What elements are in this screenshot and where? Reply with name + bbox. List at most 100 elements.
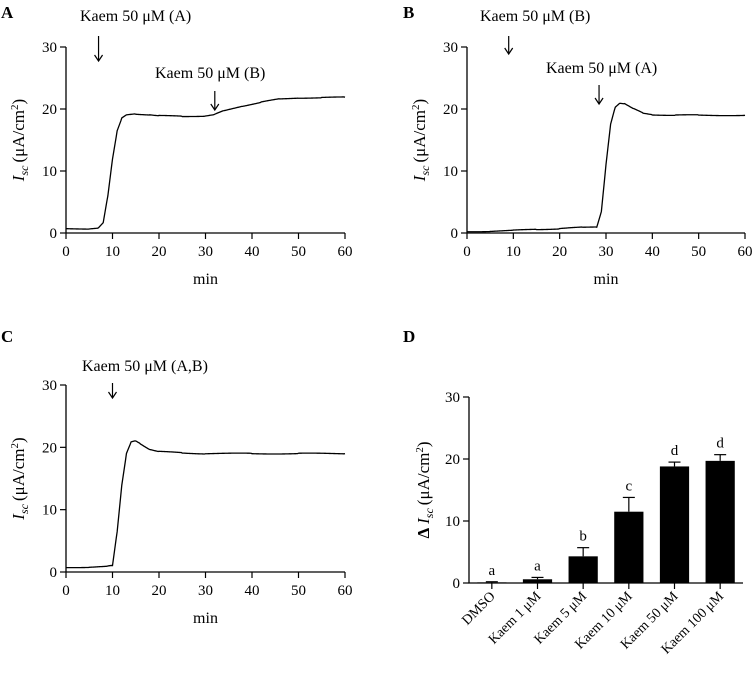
y-tick-label: 0 [50, 565, 58, 581]
y-tick-label: 0 [453, 576, 461, 592]
x-tick-label: 30 [198, 583, 213, 599]
x-tick-label: 0 [463, 244, 471, 260]
annotation-label: Kaem 50 μM (A) [546, 60, 657, 77]
annotation-label: Kaem 50 μM (B) [480, 8, 590, 25]
significance-letter: a [534, 558, 541, 574]
y-label-subscript: sc [422, 508, 436, 519]
x-tick-label: 40 [645, 244, 660, 260]
significance-letter: b [579, 529, 587, 545]
panel-label-c: C [1, 327, 13, 346]
x-tick-label: 0 [62, 583, 70, 599]
x-tick-label: 30 [198, 244, 213, 260]
annotation-label: Kaem 50 μM (A) [80, 8, 191, 25]
annotation-arrow-head [594, 97, 604, 106]
y-label-symbol: I [9, 174, 28, 182]
x-tick-label: 50 [691, 244, 706, 260]
x-tick-label: 40 [245, 244, 260, 260]
x-tick-label: 10 [105, 583, 120, 599]
y-label-subscript: sc [418, 165, 432, 176]
chart-panel-b: 0 10 20 30 0 10 20 30 40 50 60 min Isc (μA/cm2) Kaem 5… [410, 8, 753, 288]
y-label-unit: (μA/cm [9, 448, 28, 501]
x-tick-label: 40 [245, 583, 260, 599]
panel-label-b: B [403, 3, 414, 22]
y-label-close: ) [414, 441, 433, 447]
chart-panel-a: 0 10 20 30 0 10 20 30 40 50 60 min Isc (μA/cm2) Kaem 5… [9, 8, 353, 288]
y-label-symbol: I [9, 513, 28, 521]
annotation-label: Kaem 50 μM (B) [155, 65, 265, 82]
y-tick-label: 20 [443, 102, 458, 118]
bar [477, 582, 507, 584]
y-tick-label: 20 [42, 102, 57, 118]
y-label-unit: (μA/cm [9, 110, 28, 163]
y-label-symbol: I [410, 174, 429, 182]
y-label-superscript: 2 [410, 104, 422, 110]
x-tick-label: 20 [152, 583, 167, 599]
chart-panel-c: 0 10 20 30 0 10 20 30 40 50 60 min Isc (μA/cm2) Kaem 5… [9, 358, 353, 627]
x-tick-label: 0 [62, 244, 70, 260]
x-tick-label: 60 [338, 583, 353, 599]
y-axis-label: Isc (μA/cm2) [410, 99, 432, 182]
x-axis-label: min [594, 271, 619, 288]
isc-trace-line [65, 96, 346, 230]
y-tick-label: 30 [42, 378, 57, 394]
y-tick-label: 10 [42, 503, 57, 519]
panel-label-d: D [403, 327, 415, 346]
x-tick-label: 60 [738, 244, 753, 260]
y-tick-label: 20 [42, 440, 57, 456]
y-tick-label: 30 [42, 40, 57, 56]
y-tick-label: 20 [445, 452, 460, 468]
y-label-superscript: 2 [414, 447, 426, 453]
x-axis-label: min [193, 271, 218, 288]
y-label-subscript: sc [17, 503, 31, 514]
y-label-symbol: I [414, 517, 433, 525]
y-tick-label: 30 [445, 390, 460, 406]
y-label-superscript: 2 [9, 104, 21, 110]
x-tick-label: 50 [291, 244, 306, 260]
y-label-prefix: Δ [414, 528, 433, 539]
x-tick-label: 20 [152, 244, 167, 260]
x-tick-label: 60 [338, 244, 353, 260]
y-label-close: ) [9, 99, 28, 105]
y-label-subscript: sc [17, 165, 31, 176]
significance-letter: a [488, 563, 495, 579]
y-label-close: ) [410, 99, 429, 105]
annotation-label: Kaem 50 μM (A,B) [82, 358, 208, 375]
x-tick-label: 30 [599, 244, 614, 260]
y-tick-label: 10 [445, 514, 460, 530]
y-tick-label: 0 [50, 226, 58, 242]
bar [614, 511, 644, 583]
bar [705, 460, 735, 583]
y-axis-label: Isc (μA/cm2) [9, 99, 31, 182]
x-axis-label: min [193, 610, 218, 627]
y-label-unit: (μA/cm [414, 453, 433, 506]
annotation-arrow-head [94, 54, 104, 63]
y-tick-label: 0 [451, 226, 459, 242]
bar [522, 579, 553, 583]
isc-trace-line [467, 102, 746, 233]
bar [659, 466, 690, 583]
panel-label-a: A [1, 3, 14, 22]
y-label-superscript: 2 [9, 443, 21, 449]
annotation-arrow-head [504, 47, 514, 56]
annotation-arrow-head [108, 391, 117, 400]
significance-letter: c [625, 478, 632, 494]
y-label-unit: (μA/cm [410, 110, 429, 163]
y-tick-label: 30 [443, 40, 458, 56]
y-label-close: ) [9, 437, 28, 443]
significance-letter: d [716, 436, 724, 452]
x-tick-label: 10 [105, 244, 120, 260]
annotation-arrow-head [210, 103, 220, 112]
y-tick-label: 10 [42, 164, 57, 180]
y-axis-label: ΔIsc (μA/cm2) [414, 441, 436, 538]
x-tick-label: 50 [291, 583, 306, 599]
bar [568, 556, 598, 583]
x-tick-label: 20 [552, 244, 567, 260]
isc-trace-line [66, 440, 346, 569]
y-axis-label: Isc (μA/cm2) [9, 437, 31, 520]
category-label: DMSO [459, 589, 498, 628]
significance-letter: d [671, 443, 679, 459]
x-tick-label: 10 [506, 244, 521, 260]
y-tick-label: 10 [443, 164, 458, 180]
